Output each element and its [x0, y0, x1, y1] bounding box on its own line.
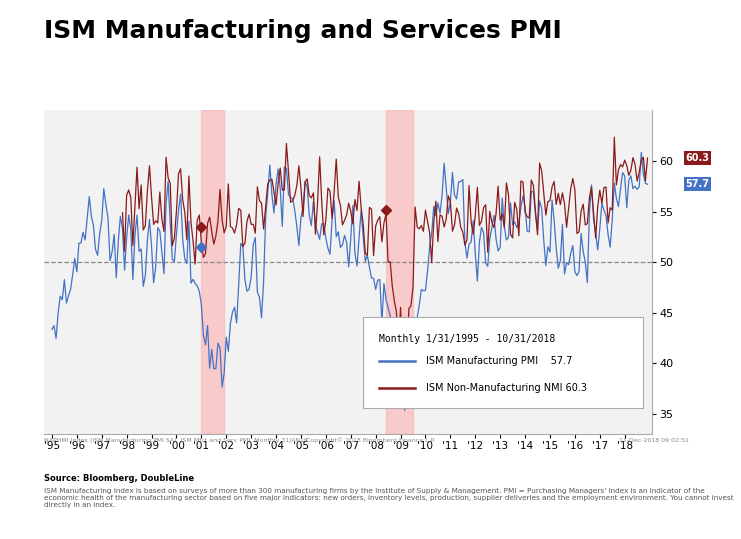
Text: ISM Manufacturing Index is based on surveys of more than 300 manufacturing firms: ISM Manufacturing Index is based on surv… — [44, 488, 734, 508]
Text: DoubleLine: DoubleLine — [562, 19, 649, 33]
Text: Source: Bloomberg, DoubleLine: Source: Bloomberg, DoubleLine — [44, 474, 195, 483]
Text: Copyright© 2018 Bloomberg Finance L.P.: Copyright© 2018 Bloomberg Finance L.P. — [306, 438, 435, 443]
Text: Monthly 1/31/1995 - 10/31/2018: Monthly 1/31/1995 - 10/31/2018 — [379, 334, 555, 344]
Text: 11-Dec-2018 09:02:51: 11-Dec-2018 09:02:51 — [619, 438, 689, 443]
Text: ISM Manufacturing PMI    57.7: ISM Manufacturing PMI 57.7 — [426, 356, 572, 366]
Text: NAPHMI Index (ISM Manufacturing PMI SA)  ISM Mfct and Serv PMI  Monthly 31JAN19: NAPHMI Index (ISM Manufacturing PMI SA) … — [44, 438, 308, 443]
Text: FUNDS: FUNDS — [590, 51, 621, 59]
Text: ISM Manufacturing and Services PMI: ISM Manufacturing and Services PMI — [44, 19, 562, 43]
FancyBboxPatch shape — [363, 317, 643, 408]
Text: 60.3: 60.3 — [685, 153, 709, 163]
Bar — [202, 110, 225, 434]
Bar — [386, 110, 413, 434]
Text: ISM Non-Manufacturing NMI 60.3: ISM Non-Manufacturing NMI 60.3 — [426, 383, 587, 393]
Text: 57.7: 57.7 — [685, 179, 709, 189]
